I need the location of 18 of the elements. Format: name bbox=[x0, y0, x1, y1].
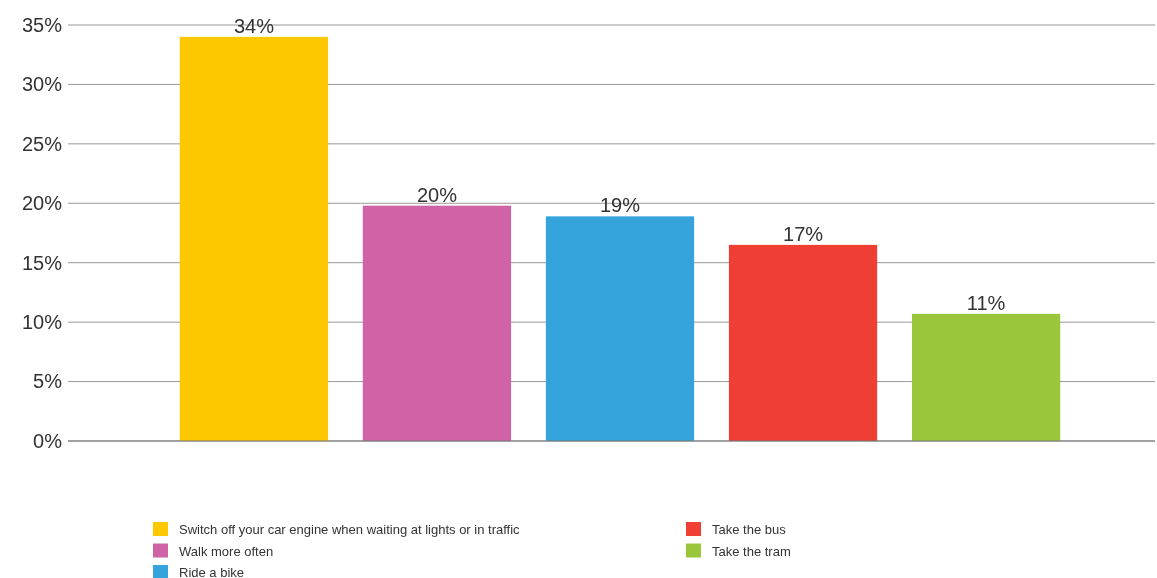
y-tick-label: 10% bbox=[21, 311, 63, 334]
data-label: 34% bbox=[233, 14, 275, 37]
data-label: 19% bbox=[599, 194, 641, 217]
legend-label: Take the bus bbox=[712, 522, 787, 537]
data-label: 17% bbox=[783, 222, 824, 245]
data-label: 20% bbox=[416, 183, 458, 206]
y-tick-label: 15% bbox=[21, 251, 63, 274]
legend-label: Walk more often bbox=[179, 543, 274, 559]
y-tick-label: 35% bbox=[21, 13, 63, 36]
y-tick-label: 30% bbox=[21, 73, 63, 96]
y-tick-label: 0% bbox=[33, 429, 63, 452]
legend-label: Take the tram bbox=[712, 543, 791, 559]
legend-label: Ride a bike bbox=[179, 565, 245, 578]
y-tick-label: 25% bbox=[21, 132, 63, 155]
y-tick-label: 5% bbox=[33, 370, 63, 393]
data-label: 11% bbox=[966, 291, 1006, 314]
legend-label: Switch off your car engine when waiting at lights or in traffic bbox=[179, 522, 521, 537]
y-tick-label: 20% bbox=[21, 192, 63, 215]
